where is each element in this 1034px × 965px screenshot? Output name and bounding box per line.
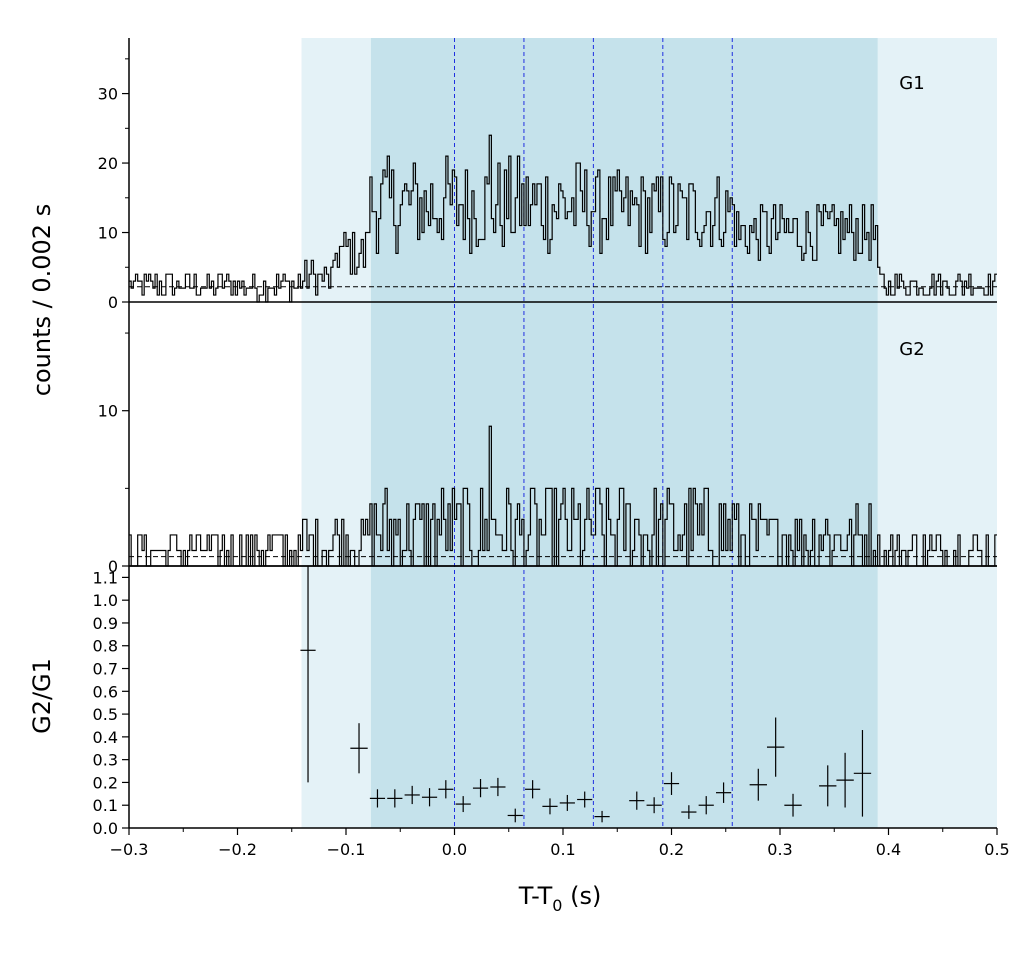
ratio-point-10	[507, 808, 523, 823]
ratio-point-1	[350, 723, 368, 774]
ratio-point-19	[681, 805, 697, 819]
ratio-point-11	[525, 780, 541, 799]
xtick-label-4: 0.1	[550, 840, 575, 859]
ratio-ytick-label-0: 0.0	[93, 819, 118, 838]
ratio-point-12	[542, 798, 558, 815]
ratio-point-3	[387, 789, 403, 808]
x-axis-title-unit: (s)	[562, 882, 601, 910]
ratio-ytick-label-3: 0.3	[93, 751, 118, 770]
ratio-ytick-label-2: 0.2	[93, 773, 118, 792]
time-slice-lines	[454, 38, 733, 828]
ratio-ytick-label-5: 0.5	[93, 705, 118, 724]
ratio-point-24	[784, 793, 802, 817]
ytick-label-G1-2: 20	[98, 154, 118, 173]
burst-region	[370, 38, 878, 828]
ratio-point-15	[594, 810, 610, 823]
xtick-label-2: −0.1	[327, 840, 366, 859]
ratio-ytick-label-1: 0.1	[93, 796, 118, 815]
x-axis: −0.3 −0.2 −0.1 0.0 0.1 0.2 0.3 0.4 0.5	[110, 38, 1010, 859]
ratio-panel: 0.0 0.1 0.2 0.3 0.4 0.5 0.6 0.7 0.8 0.9 1.0 1.1	[93, 566, 872, 838]
shaded-regions	[301, 38, 997, 828]
ratio-point-26	[836, 752, 854, 808]
ratio-point-18	[663, 772, 680, 795]
ratio-ytick-label-7: 0.7	[93, 660, 118, 679]
ratio-point-9	[490, 777, 506, 797]
xtick-label-3: 0.0	[442, 840, 467, 859]
panel-label-G1: G1	[899, 73, 924, 94]
ratio-point-20	[698, 796, 714, 815]
ratio-point-7	[455, 796, 471, 813]
ratio-point-16	[629, 791, 645, 810]
x-axis-title: T-T0 (s)	[518, 882, 602, 915]
panel-label-G2: G2	[899, 339, 924, 360]
ratio-point-6	[438, 780, 454, 799]
ratio-point-21	[715, 782, 732, 803]
ratio-ytick-label-11: 1.1	[93, 568, 118, 587]
xtick-label-1: −0.2	[218, 840, 257, 859]
ratio-point-13	[559, 794, 575, 811]
ratio-point-23	[766, 717, 785, 777]
ratio-point-17	[646, 797, 662, 814]
ratio-point-27	[853, 730, 872, 817]
ratio-point-14	[577, 791, 593, 808]
ratio-point-8	[472, 779, 489, 798]
x-axis-title-base: T-T	[518, 882, 553, 910]
ratio-point-22	[749, 768, 767, 801]
xtick-label-8: 0.5	[984, 840, 1009, 859]
ratio-ytick-label-4: 0.4	[93, 728, 118, 747]
ratio-ytick-label-6: 0.6	[93, 682, 118, 701]
xtick-label-5: 0.2	[659, 840, 684, 859]
ytick-label-G2-0: 0	[108, 557, 118, 576]
ratio-ytick-label-9: 0.9	[93, 614, 118, 633]
xtick-label-6: 0.3	[767, 840, 792, 859]
x-axis-title-subscript: 0	[552, 896, 562, 915]
xtick-label-7: 0.4	[876, 840, 901, 859]
ratio-point-25	[819, 765, 837, 807]
ratio-ytick-label-10: 1.0	[93, 591, 118, 610]
histogram-G1	[129, 134, 997, 303]
y-axis-title-counts: counts / 0.002 s	[28, 204, 56, 396]
y-axis-title-ratio: G2/G1	[28, 658, 56, 734]
ytick-label-G1-1: 10	[98, 224, 118, 243]
ratio-point-5	[421, 788, 438, 807]
ytick-label-G2-1: 10	[98, 402, 118, 421]
ratio-point-0	[300, 566, 316, 783]
xtick-label-0: −0.3	[110, 840, 149, 859]
ratio-point-4	[404, 785, 420, 805]
ytick-label-G1-3: 30	[98, 85, 118, 104]
ratio-ytick-label-8: 0.8	[93, 637, 118, 656]
ratio-point-2	[369, 789, 386, 808]
ytick-label-G1-0: 0	[108, 293, 118, 312]
